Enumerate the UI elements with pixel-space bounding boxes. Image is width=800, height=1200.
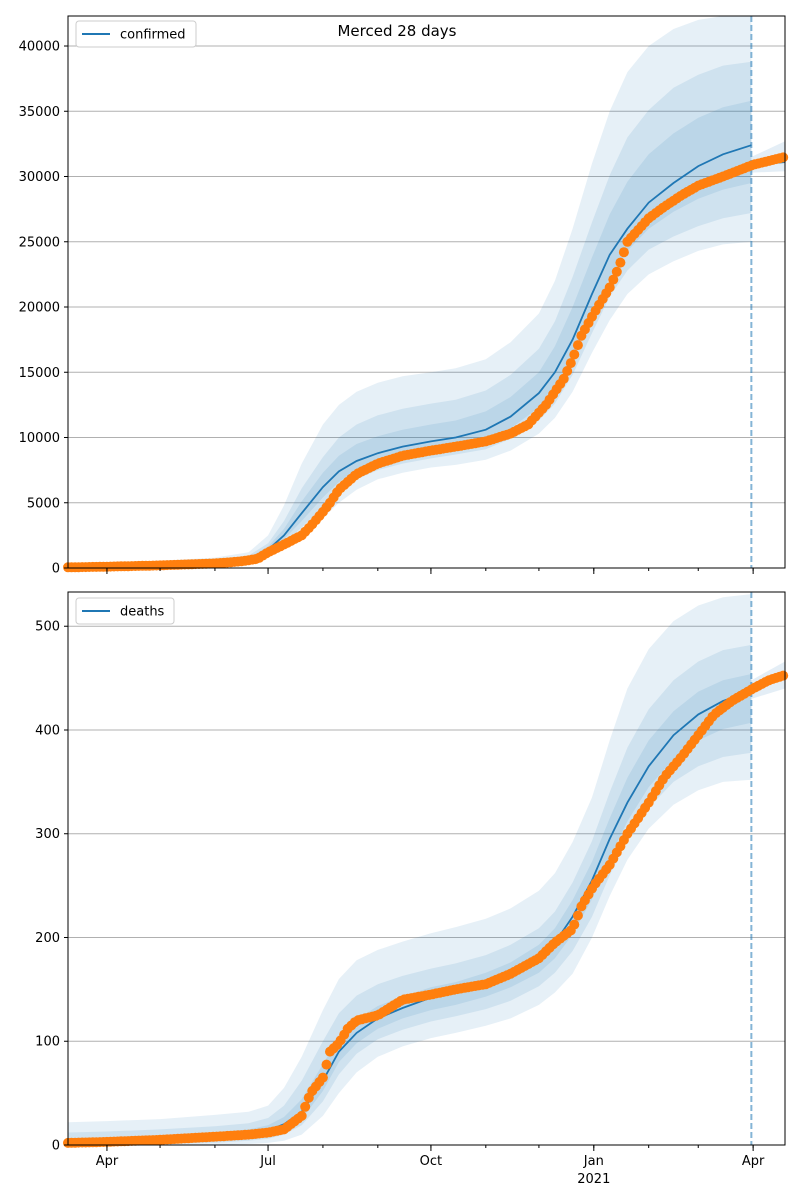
- deaths-observed-point: [296, 1110, 307, 1121]
- deaths-y-axis: 0 100 200 300 400 500: [35, 620, 68, 1154]
- confirmed-observed-point: [778, 152, 789, 163]
- deaths-y-tick-label: 100: [35, 1035, 60, 1050]
- confirmed-observed-point: [611, 266, 622, 277]
- confirmed-observed-point: [565, 358, 576, 369]
- confirmed-band-2: [68, 61, 752, 567]
- confirmed-observed-point: [604, 282, 615, 293]
- deaths-observed-point: [572, 910, 583, 921]
- confirmed-y-tick-label: 15000: [19, 366, 60, 381]
- confirmed-x-axis: [106, 568, 754, 574]
- confirmed-legend-box: [75, 20, 197, 48]
- confirmed-observed-point: [618, 247, 629, 258]
- deaths-observed-point: [317, 1072, 328, 1083]
- deaths-observed-point: [321, 1059, 332, 1070]
- deaths-x-tick-label: Apr: [742, 1154, 765, 1169]
- deaths-band-1: [68, 594, 752, 1145]
- confirmed-y-tick-label: 20000: [19, 301, 60, 316]
- confirmed-band-3: [68, 100, 752, 567]
- confirmed-y-tick-label: 35000: [19, 105, 60, 120]
- deaths-x-tick-label: Jul: [259, 1154, 276, 1169]
- deaths-legend-label: deaths: [120, 605, 165, 620]
- confirmed-legend-label: confirmed: [120, 28, 186, 43]
- deaths-legend: deaths: [75, 597, 175, 625]
- confirmed-y-axis: 0 5000 10000 15000 20000 25000 30000 35000 40000: [19, 40, 68, 577]
- deaths-y-tick-label: 400: [35, 723, 60, 738]
- deaths-x-tick-label: Jan: [583, 1154, 604, 1169]
- deaths-observed-point: [778, 670, 789, 681]
- deaths-x-axis: Apr Jul Oct Jan Apr 2021: [96, 1145, 765, 1187]
- confirmed-y-tick-label: 5000: [27, 496, 60, 511]
- deaths-observed-point: [569, 919, 580, 930]
- confirmed-observed-point: [572, 340, 583, 351]
- confirmed-observed-point: [608, 274, 619, 285]
- deaths-plot-frame: [67, 591, 786, 1146]
- deaths-panel: 0 100 200 300 400 500 Apr Jul Oct Jan Apr 2021 dea…: [35, 591, 789, 1187]
- confirmed-observed-point: [615, 257, 626, 268]
- confirmed-observed-point: [569, 349, 580, 360]
- confirmed-legend: confirmed: [75, 20, 197, 48]
- confirmed-observed-point: [562, 366, 573, 376]
- deaths-y-tick-label: 300: [35, 827, 60, 842]
- deaths-x-tick-label: Oct: [420, 1154, 442, 1169]
- confirmed-observed-point: [558, 373, 569, 384]
- confirmed-y-tick-label: 0: [52, 562, 60, 577]
- deaths-x-tick-label: Apr: [96, 1154, 119, 1169]
- deaths-x-year-label: 2021: [577, 1172, 610, 1187]
- confirmed-y-tick-label: 30000: [19, 170, 60, 185]
- confirmed-plot-frame: [67, 15, 786, 569]
- deaths-band-3: [68, 674, 752, 1145]
- deaths-observed-point: [300, 1101, 311, 1112]
- deaths-y-tick-label: 500: [35, 620, 60, 635]
- confirmed-y-tick-label: 25000: [19, 235, 60, 250]
- confirmed-y-tick-label: 40000: [19, 40, 60, 55]
- deaths-grid: [68, 625, 785, 1042]
- deaths-y-tick-label: 0: [52, 1139, 60, 1154]
- confirmed-y-tick-label: 10000: [19, 431, 60, 446]
- deaths-band-2: [68, 644, 752, 1145]
- confirmed-observed-points: [63, 152, 789, 573]
- deaths-legend-box: [75, 597, 175, 625]
- deaths-y-tick-label: 200: [35, 931, 60, 946]
- confirmed-panel: 0 5000 10000 15000 20000 25000 30000 35000 40000…: [19, 15, 789, 577]
- figure-title: Merced 28 days: [337, 22, 456, 40]
